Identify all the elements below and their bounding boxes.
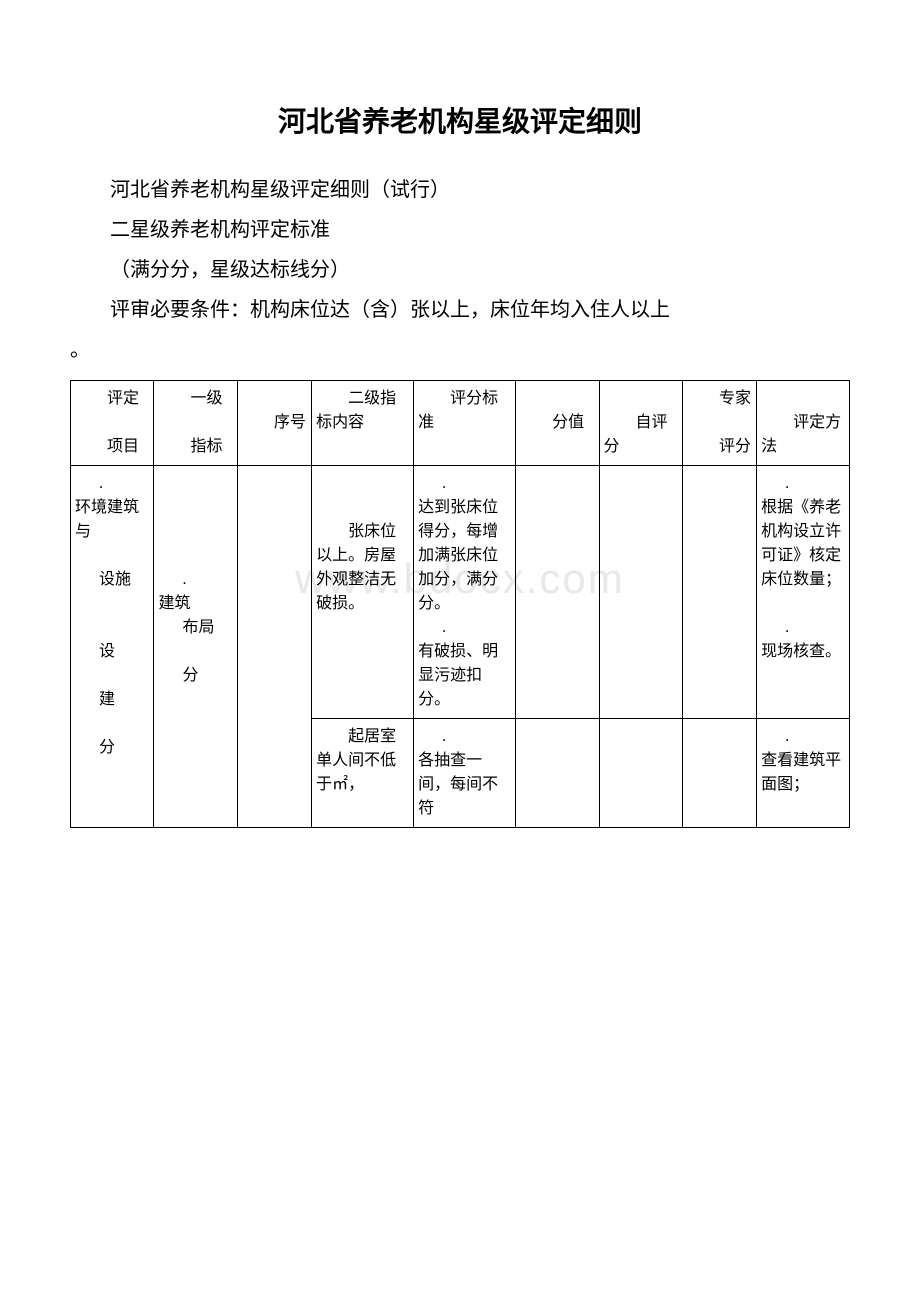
- header-col6: 分值: [516, 381, 599, 466]
- cell-seqno: [237, 466, 311, 828]
- score-paragraph: （满分分，星级达标线分）: [70, 250, 850, 290]
- cell-selfscore: [599, 719, 682, 828]
- cell-method: . 查看建筑平面图；: [757, 719, 850, 828]
- cell-method: . 根据《养老机构设立许可证》核定床位数量； . 现场核查。: [757, 466, 850, 719]
- condition-end: 。: [70, 330, 850, 370]
- header-col3: 序号: [237, 381, 311, 466]
- cell-score: [516, 466, 599, 719]
- cell-expertscore: [682, 466, 756, 719]
- header-col5: 评分标准: [414, 381, 516, 466]
- cell-project: . 环境建筑与 设施 设 建 分: [71, 466, 154, 828]
- header-col7: 自评分: [599, 381, 682, 466]
- evaluation-table: 评定 项目 一级 指标 序号 二级指标内容 评分标准 分值: [70, 380, 850, 828]
- cell-indicator1: . 建筑 布局 分: [154, 466, 237, 828]
- condition-paragraph: 评审必要条件：机构床位达（含）张以上，床位年均入住人以上: [70, 290, 850, 330]
- document-content: 河北省养老机构星级评定细则 河北省养老机构星级评定细则（试行） 二星级养老机构评…: [70, 100, 850, 828]
- table-row: . 环境建筑与 设施 设 建 分 . 建筑 布局 分: [71, 466, 850, 719]
- header-col9: 评定方法: [757, 381, 850, 466]
- standard-paragraph: 二星级养老机构评定标准: [70, 210, 850, 250]
- cell-expertscore: [682, 719, 756, 828]
- cell-standard: . 各抽查一间，每间不符: [414, 719, 516, 828]
- subtitle-paragraph: 河北省养老机构星级评定细则（试行）: [70, 170, 850, 210]
- table-header-row: 评定 项目 一级 指标 序号 二级指标内容 评分标准 分值: [71, 381, 850, 466]
- cell-score: [516, 719, 599, 828]
- cell-selfscore: [599, 466, 682, 719]
- header-col1: 评定 项目: [71, 381, 154, 466]
- cell-standard: . 达到张床位得分，每增加满张床位加分，满分分。 . 有破损、明显污迹扣分。: [414, 466, 516, 719]
- document-title: 河北省养老机构星级评定细则: [70, 100, 850, 140]
- header-col2: 一级 指标: [154, 381, 237, 466]
- header-col4: 二级指标内容: [312, 381, 414, 466]
- cell-indicator2: 张床位以上。房屋外观整洁无破损。: [312, 466, 414, 719]
- cell-indicator2: 起居室单人间不低于㎡，: [312, 719, 414, 828]
- header-col8: 专家 评分: [682, 381, 756, 466]
